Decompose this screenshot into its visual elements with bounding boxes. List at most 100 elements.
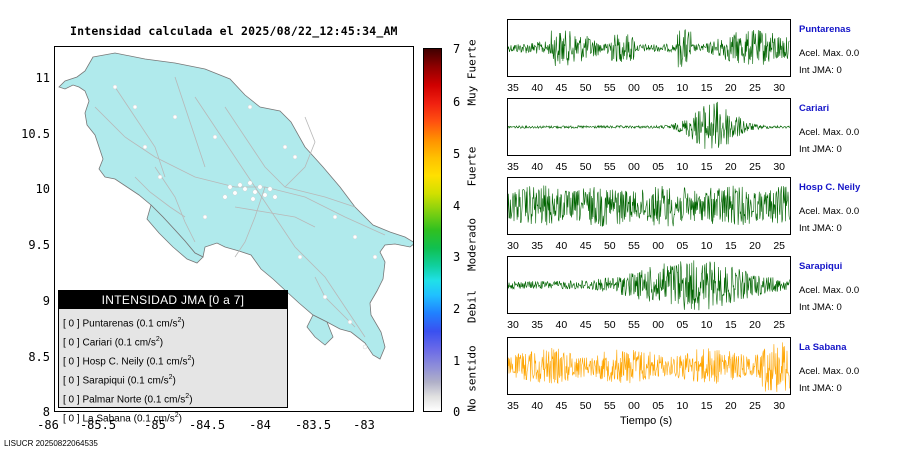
- seismogram-trace: [507, 19, 791, 77]
- legend-item: [ 0 ] Sarapiqui (0.1 cm/s2): [63, 370, 287, 389]
- legend-item-suffix: ): [159, 337, 164, 349]
- legend-item-label: Palmar Norte (0.1 cm/s: [82, 394, 186, 406]
- legend-item-intensity: [ 0 ]: [63, 412, 80, 424]
- seismogram-waveform: [508, 29, 790, 68]
- trace-time-tick: 40: [531, 400, 544, 412]
- legend-item: [ 0 ] La Sabana (0.1 cm/s2): [63, 408, 287, 427]
- colorbar-tick: 2: [453, 302, 461, 316]
- city-markers: [112, 84, 378, 350]
- station-jma-intensity: Int JMA: 0: [799, 383, 842, 394]
- trace-time-tick: 10: [700, 240, 713, 252]
- costa-rica-map: [58, 52, 413, 360]
- legend-item-intensity: [ 0 ]: [63, 375, 80, 387]
- trace-time-tick: 35: [507, 161, 519, 173]
- legend-item-suffix: ): [189, 394, 193, 406]
- trace-time-tick: 55: [628, 319, 640, 331]
- trace-time-tick: 45: [579, 319, 592, 331]
- trace-time-tick: 20: [724, 400, 737, 412]
- trace-time-tick: 40: [555, 319, 568, 331]
- trace-time-tick: 10: [700, 319, 713, 331]
- trace-time-tick: 20: [724, 82, 737, 94]
- map-x-tick: -84: [249, 418, 271, 432]
- map-y-tick: 9.5: [28, 238, 50, 252]
- trace-time-tick: 35: [531, 240, 544, 252]
- trace-time-tick: 35: [507, 400, 519, 412]
- trace-time-tick: 10: [676, 400, 689, 412]
- trace-time-tick: 25: [773, 319, 786, 331]
- seismogram-trace: [507, 337, 791, 395]
- legend-item-label: La Sabana (0.1 cm/s: [82, 412, 175, 424]
- legend-item-suffix: ): [181, 318, 185, 330]
- trace-time-tick: 40: [531, 161, 544, 173]
- station-accel-max: Acel. Max. 0.0: [799, 48, 860, 59]
- trace-time-tick: 40: [555, 240, 568, 252]
- colorbar-tick: 3: [453, 250, 461, 264]
- trace-time-tick: 25: [749, 82, 761, 94]
- waveform-line: [508, 185, 790, 227]
- legend-item-intensity: [ 0 ]: [63, 318, 80, 330]
- trace-time-tick: 55: [603, 82, 616, 94]
- map-x-tick: -85: [144, 418, 166, 432]
- trace-time-tick: 15: [724, 240, 737, 252]
- waveform-line: [508, 342, 790, 393]
- legend-item-intensity: [ 0 ]: [63, 394, 80, 406]
- trace-time-tick: 50: [603, 319, 616, 331]
- station-name: Cariari: [799, 103, 830, 114]
- trace-time-tick: 30: [773, 82, 786, 94]
- trace-time-tick: 00: [628, 400, 640, 412]
- trace-time-tick: 05: [676, 319, 689, 331]
- trace-time-tick: 35: [531, 319, 544, 331]
- trace-time-tick: 30: [507, 240, 519, 252]
- legend-item: [ 0 ] Cariari (0.1 cm/s2): [63, 332, 287, 351]
- trace-time-tick: 45: [579, 240, 592, 252]
- colorbar-tick: 5: [453, 147, 461, 161]
- map-x-tick: -85.5: [79, 418, 117, 432]
- trace-time-tick: 00: [652, 319, 665, 331]
- colorbar-label-debil: Debil: [465, 289, 479, 324]
- legend-title: INTENSIDAD JMA [0 a 7]: [59, 291, 287, 309]
- map-title: Intensidad calculada el 2025/08/22_12:45…: [70, 24, 398, 38]
- trace-time-ticks: 35 40 45 50 55 00 05 10 15 20 25 30: [507, 161, 791, 175]
- station-info: Acel. Max. 0.0 Int JMA: 0: [799, 282, 859, 316]
- station-name: Puntarenas: [799, 24, 851, 35]
- legend-item-label: Cariari (0.1 cm/s: [82, 337, 156, 349]
- road-network: [94, 76, 386, 338]
- legend-item-label: Sarapiqui (0.1 cm/s: [82, 375, 169, 387]
- waveform-line: [508, 29, 790, 68]
- nicoya-peninsula: [146, 204, 204, 264]
- station-jma-intensity: Int JMA: 0: [799, 144, 842, 155]
- station-name: La Sabana: [799, 342, 847, 353]
- colorbar-label-no-sentido: No sentido: [465, 345, 479, 412]
- legend-item-exp: 2: [185, 392, 190, 400]
- legend-item-exp: 2: [155, 335, 160, 343]
- map-y-tick: 8.5: [28, 350, 50, 364]
- map-y-tick: 9: [42, 294, 50, 308]
- trace-time-tick: 40: [531, 82, 544, 94]
- osa-peninsula: [306, 314, 334, 346]
- station-info: Acel. Max. 0.0 Int JMA: 0: [799, 124, 859, 158]
- legend-item-exp: 2: [187, 354, 192, 362]
- seismogram-trace: [507, 177, 791, 235]
- colorbar-tick: 1: [453, 354, 461, 368]
- legend-item: [ 0 ] Hosp C. Neily (0.1 cm/s2): [63, 351, 287, 370]
- map-y-tick: 10.5: [21, 127, 50, 141]
- station-info: Acel. Max. 0.0 Int JMA: 0: [799, 45, 859, 79]
- trace-time-tick: 30: [507, 319, 519, 331]
- trace-time-tick: 25: [773, 240, 786, 252]
- trace-time-tick: 25: [749, 400, 761, 412]
- legend-item-intensity: [ 0 ]: [63, 337, 80, 349]
- trace-time-tick: 20: [724, 161, 737, 173]
- trace-time-tick: 15: [724, 319, 737, 331]
- colorbar-tick: 4: [453, 199, 461, 213]
- trace-time-tick: 05: [652, 82, 665, 94]
- legend-item-exp: 2: [174, 411, 179, 419]
- station-accel-max: Acel. Max. 0.0: [799, 127, 860, 138]
- map-x-tick: -84.5: [188, 418, 226, 432]
- legend-item-suffix: ): [172, 375, 176, 387]
- station-name: Sarapiqui: [799, 261, 843, 272]
- legend-item-intensity: [ 0 ]: [63, 356, 80, 368]
- legend-item-label: Puntarenas (0.1 cm/s: [82, 318, 178, 330]
- trace-time-tick: 30: [773, 161, 786, 173]
- trace-time-tick: 45: [555, 400, 568, 412]
- event-id: LISUCR 20250822064535: [4, 439, 98, 448]
